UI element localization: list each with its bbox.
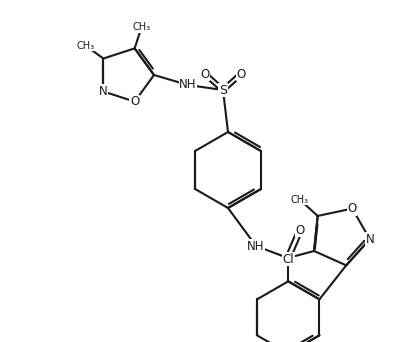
Text: O: O xyxy=(130,95,139,108)
Text: O: O xyxy=(348,202,357,215)
Text: N: N xyxy=(99,85,108,98)
Text: NH: NH xyxy=(179,79,197,92)
Text: CH₃: CH₃ xyxy=(132,23,150,32)
Text: S: S xyxy=(219,83,227,96)
Text: O: O xyxy=(236,67,246,80)
Text: NH: NH xyxy=(247,239,265,252)
Text: O: O xyxy=(200,67,210,80)
Text: Cl: Cl xyxy=(282,253,294,266)
Text: CH₃: CH₃ xyxy=(76,41,94,51)
Text: O: O xyxy=(295,224,304,237)
Text: CH₃: CH₃ xyxy=(291,195,309,205)
Text: N: N xyxy=(365,233,374,246)
